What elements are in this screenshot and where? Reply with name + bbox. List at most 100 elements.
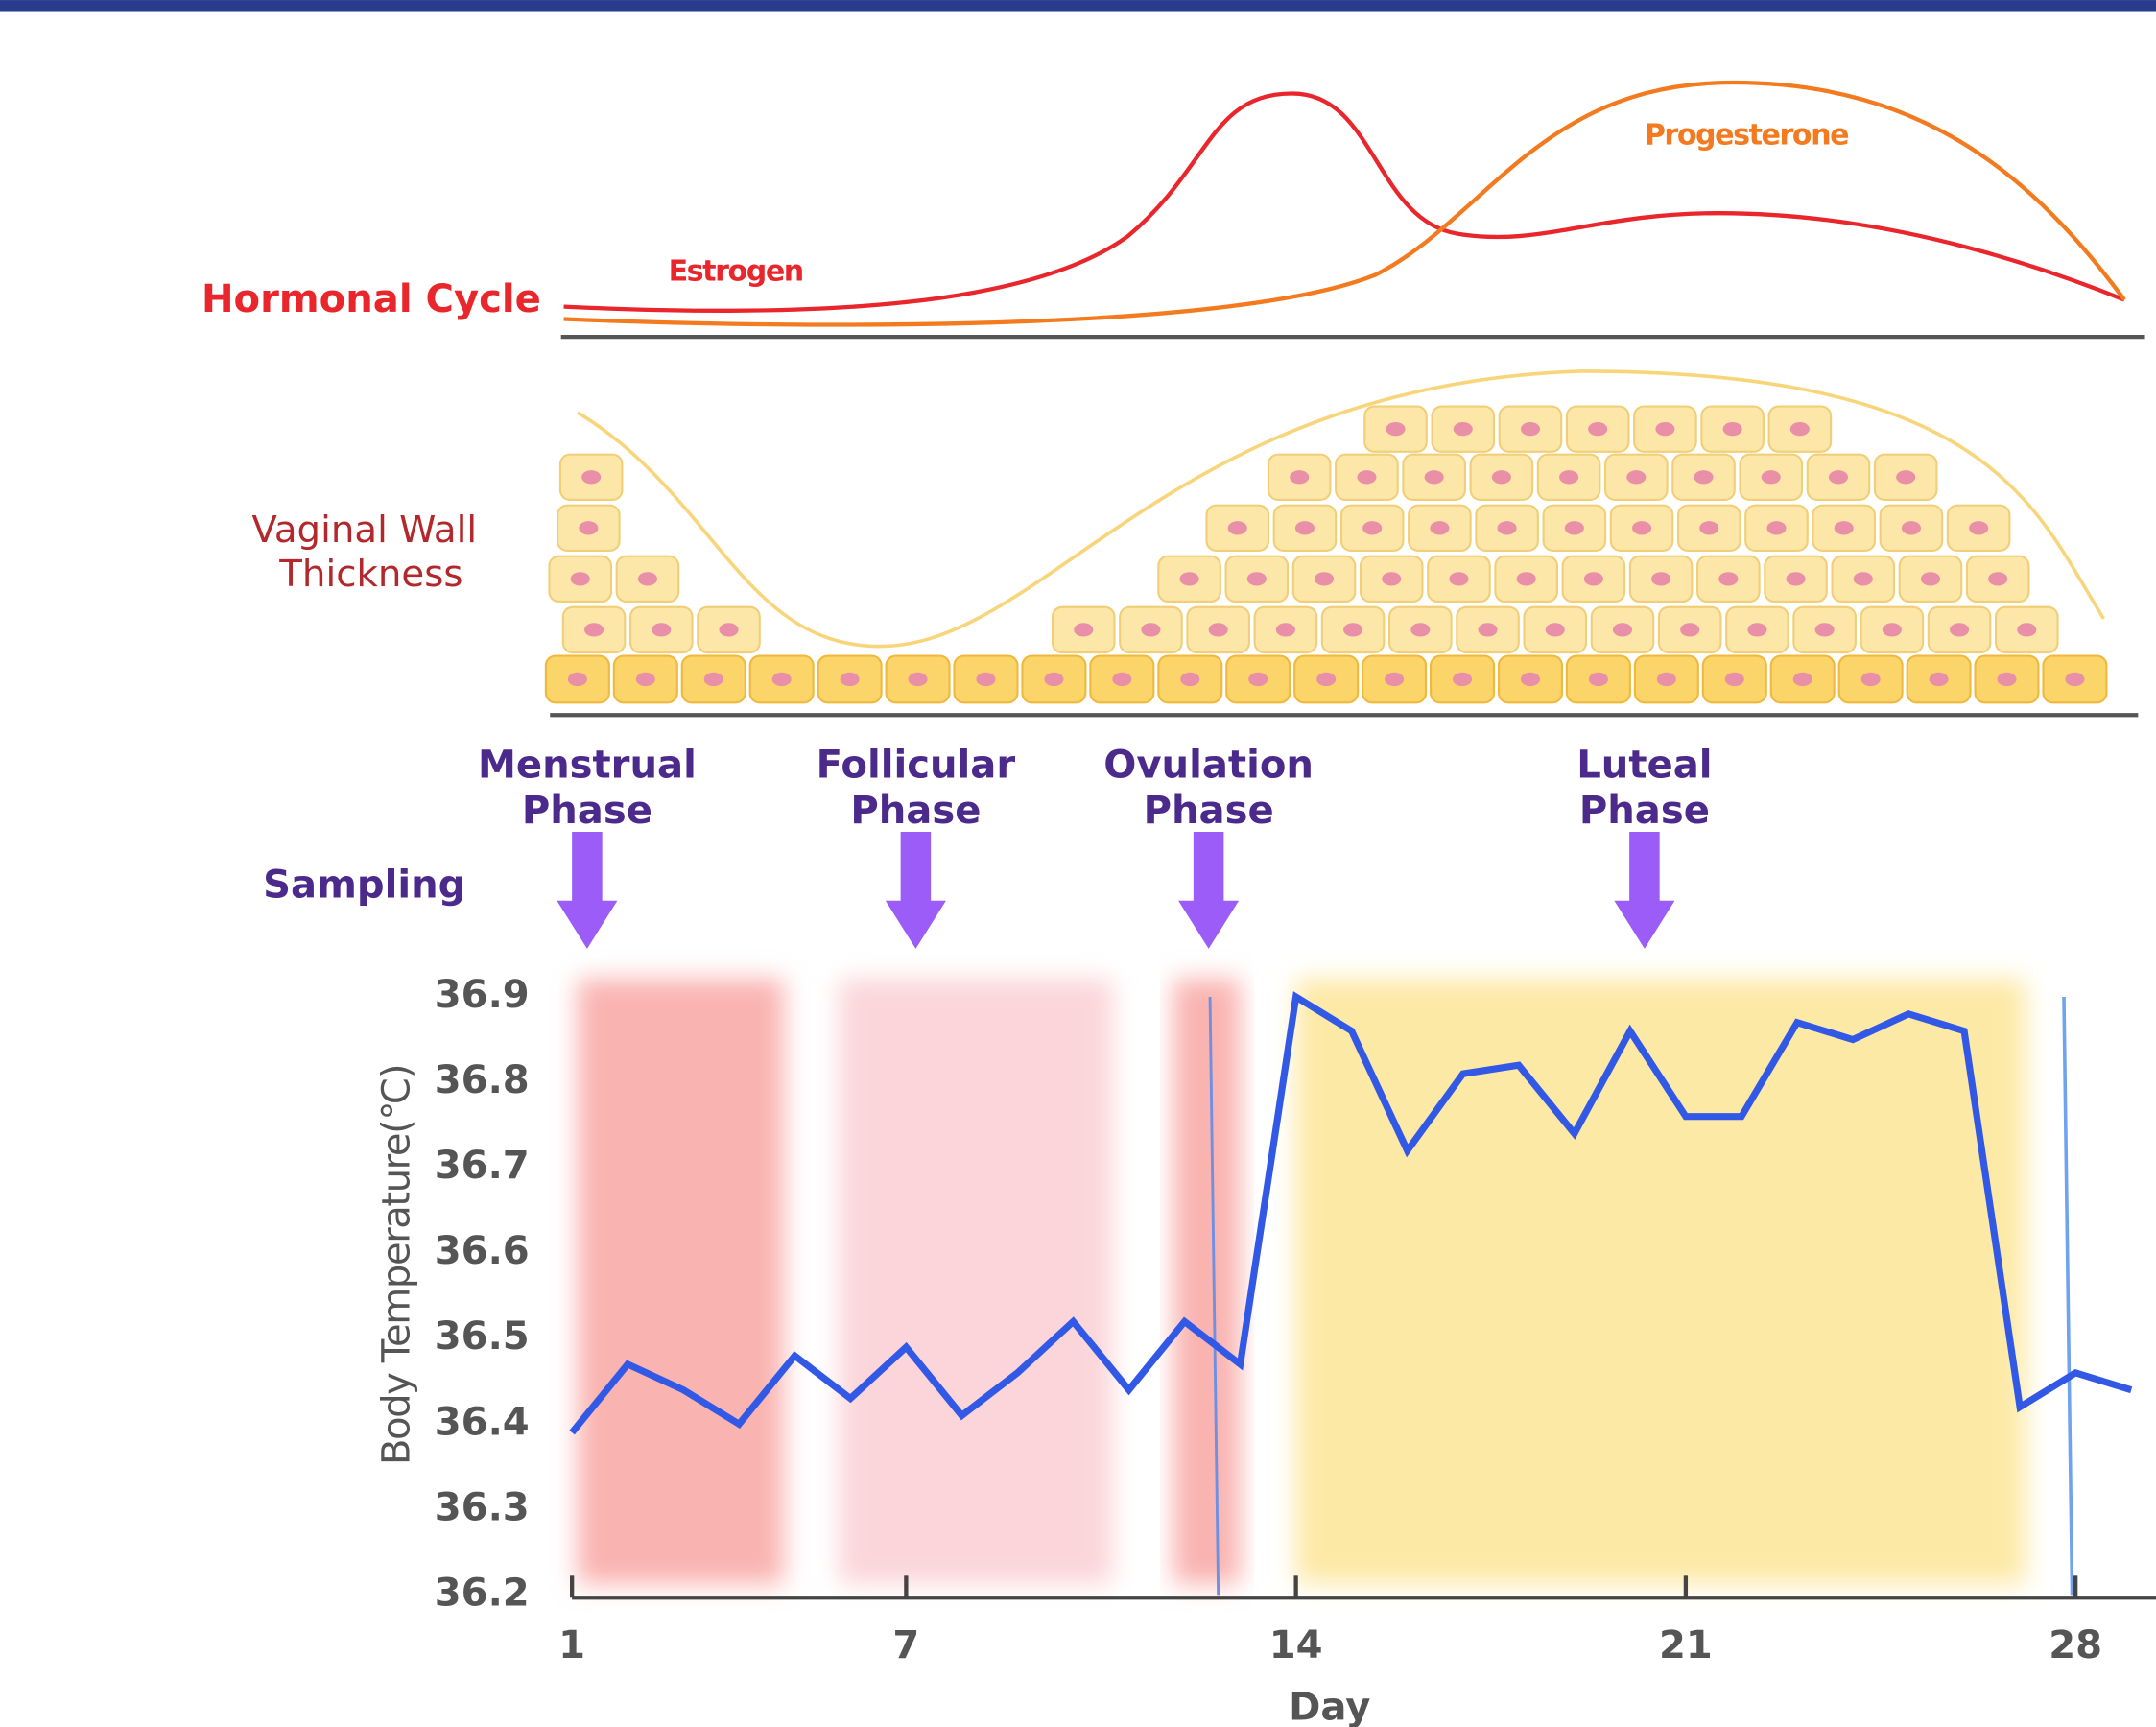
phase-band <box>840 979 1112 1584</box>
nucleus <box>1988 572 2007 585</box>
x-tick-label: 21 <box>1659 1623 1713 1668</box>
nucleus <box>1382 572 1401 585</box>
nucleus <box>1546 623 1565 636</box>
nucleus <box>1044 673 1063 686</box>
x-tick-label: 1 <box>558 1623 585 1668</box>
hormonal-label: Hormonal Cycle <box>201 277 541 321</box>
nucleus <box>584 623 604 636</box>
nucleus <box>841 673 860 686</box>
y-tick-label: 36.9 <box>435 973 530 1017</box>
phase-label: Ovulation <box>1103 744 1314 788</box>
nucleus <box>719 623 738 636</box>
nucleus <box>1247 572 1267 585</box>
y-tick-label: 36.6 <box>435 1229 530 1273</box>
nucleus <box>1112 673 1131 686</box>
nucleus <box>1584 572 1603 585</box>
nucleus <box>1589 673 1608 686</box>
nucleus <box>1790 422 1810 436</box>
y-tick-label: 36.8 <box>435 1058 530 1102</box>
x-tick-label: 28 <box>2049 1623 2102 1668</box>
nucleus <box>568 673 587 686</box>
x-tick-label: 7 <box>892 1623 919 1668</box>
nucleus <box>1385 673 1404 686</box>
chart: Hormonal Cycle Estrogen Progesterone Vag… <box>0 0 2156 1727</box>
marker-line <box>2064 997 2073 1595</box>
nucleus <box>1479 623 1498 636</box>
phases: MenstrualPhaseFollicularPhaseOvulationPh… <box>478 744 1713 949</box>
top-bar <box>0 0 2156 11</box>
nucleus <box>1315 572 1334 585</box>
nucleus <box>1521 422 1540 436</box>
arrow <box>1614 832 1674 949</box>
phase-label: Menstrual <box>478 744 697 788</box>
nucleus <box>1425 470 1444 484</box>
wall-label: Thickness <box>278 553 462 596</box>
nucleus <box>1180 673 1199 686</box>
nucleus <box>571 572 590 585</box>
nucleus <box>1453 673 1472 686</box>
phase-label: Phase <box>1144 789 1274 833</box>
nucleus <box>1896 470 1915 484</box>
nucleus <box>1141 623 1160 636</box>
y-tick-label: 36.7 <box>435 1144 530 1188</box>
nucleus <box>976 673 995 686</box>
phase-band <box>1173 979 1241 1584</box>
nucleus <box>1921 572 1940 585</box>
thickness-curve <box>578 371 2104 647</box>
nucleus <box>1793 673 1812 686</box>
nucleus <box>1613 623 1632 636</box>
nucleus <box>2065 673 2084 686</box>
nucleus <box>636 673 655 686</box>
phase-label: Phase <box>522 789 652 833</box>
nucleus <box>1762 470 1781 484</box>
nucleus <box>1626 470 1646 484</box>
nucleus <box>1316 673 1336 686</box>
nucleus <box>1632 521 1651 534</box>
nucleus <box>1559 470 1578 484</box>
arrow <box>557 832 617 949</box>
nucleus <box>1902 521 1921 534</box>
nucleus <box>1694 470 1714 484</box>
nucleus <box>1930 673 1949 686</box>
nucleus <box>1343 623 1362 636</box>
phase-label: Follicular <box>817 744 1016 788</box>
nucleus <box>579 521 598 534</box>
nucleus <box>1883 623 1902 636</box>
nucleus <box>1492 470 1511 484</box>
nucleus <box>1430 521 1449 534</box>
nucleus <box>1209 623 1228 636</box>
nucleus <box>1248 673 1268 686</box>
nucleus <box>1565 521 1584 534</box>
nucleus <box>1829 470 1848 484</box>
page: {"chart_data": { "type": "line", "hormon… <box>0 0 2156 1727</box>
nucleus <box>1651 572 1670 585</box>
y-tick-label: 36.5 <box>435 1314 530 1359</box>
nucleus <box>1718 572 1738 585</box>
nucleus <box>1357 470 1376 484</box>
estrogen-label: Estrogen <box>669 254 803 288</box>
nucleus <box>1295 521 1315 534</box>
nucleus <box>1410 623 1430 636</box>
wall-label: Vaginal Wall <box>251 509 477 552</box>
nucleus <box>1228 521 1247 534</box>
y-tick-label: 36.2 <box>435 1571 530 1615</box>
nucleus <box>1588 422 1607 436</box>
nucleus <box>1815 623 1835 636</box>
nucleus <box>1386 422 1406 436</box>
sampling-label: Sampling <box>263 863 465 907</box>
phase-band <box>1296 979 2026 1584</box>
phase-band <box>578 979 784 1584</box>
y-tick-label: 36.3 <box>435 1485 530 1529</box>
cells <box>546 407 2106 703</box>
nucleus <box>1074 623 1093 636</box>
x-tick-label: 14 <box>1269 1623 1323 1668</box>
nucleus <box>1787 572 1806 585</box>
nucleus <box>1521 673 1540 686</box>
nucleus <box>1861 673 1881 686</box>
nucleus <box>1290 470 1309 484</box>
phase-label: Luteal <box>1576 744 1712 788</box>
nucleus <box>2017 623 2036 636</box>
nucleus <box>1950 623 1969 636</box>
nucleus <box>581 470 601 484</box>
nucleus <box>1969 521 1988 534</box>
